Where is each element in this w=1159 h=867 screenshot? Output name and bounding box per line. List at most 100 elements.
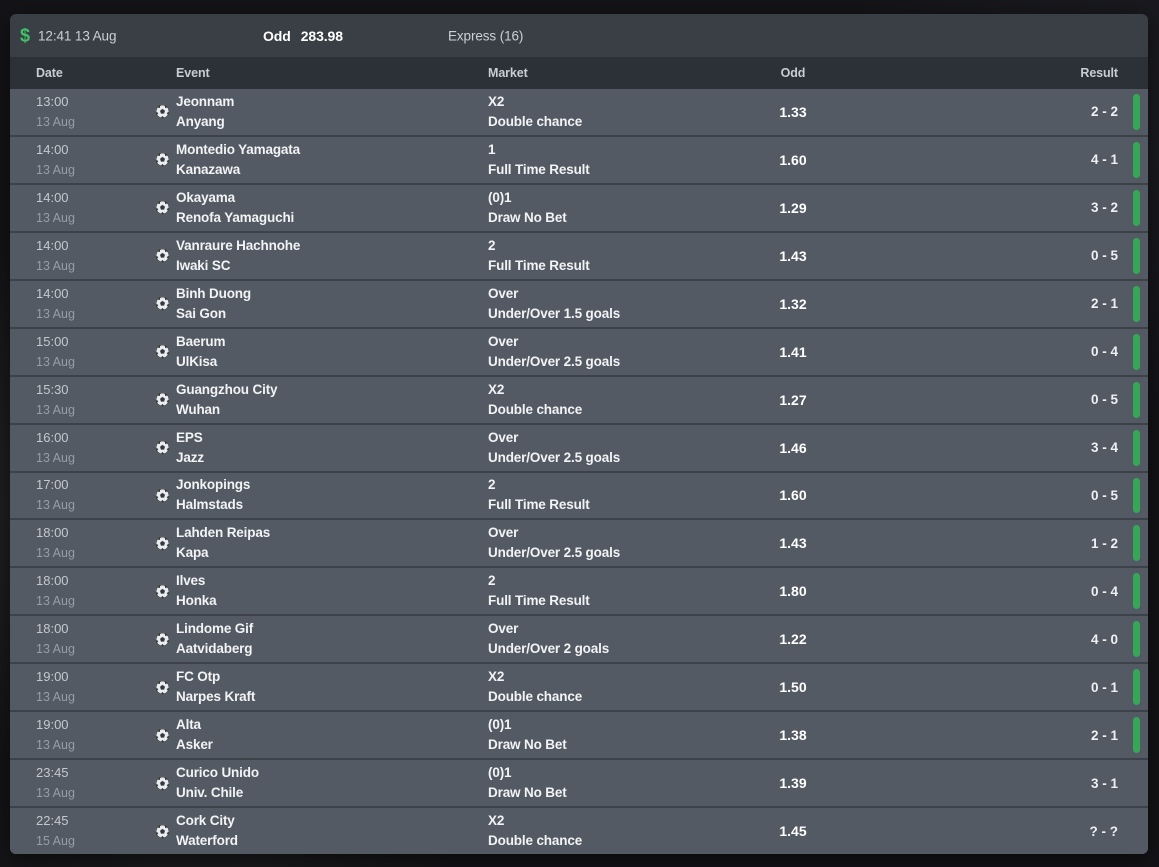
away-team: Univ. Chile [176, 785, 244, 801]
market-name: Double chance [488, 401, 583, 417]
market-cell: Over Under/Over 2.5 goals [488, 332, 703, 372]
soccer-icon [155, 153, 170, 167]
match-date: 13 Aug [36, 306, 75, 321]
market-cell: Over Under/Over 2 goals [488, 619, 703, 659]
result-score: ? - ? [1089, 823, 1119, 839]
match-date: 13 Aug [36, 546, 75, 561]
home-team: Cork City [176, 813, 235, 829]
bet-row[interactable]: 19:00 13 Aug FC Otp Narpes Kraft [10, 662, 1148, 711]
sport-icon-cell [155, 776, 176, 791]
event-cell: Cork City Waterford [176, 811, 488, 851]
home-team: Jeonnam [176, 93, 235, 109]
bet-datetime: 12:41 13 Aug [38, 28, 117, 43]
bet-row[interactable]: 19:00 13 Aug Alta Asker [10, 710, 1148, 759]
away-team: UlKisa [176, 353, 218, 369]
bet-row[interactable]: 18:00 13 Aug Lindome Gif Aatvidaberg [10, 614, 1148, 663]
match-time: 23:45 [36, 765, 69, 781]
market-cell: (0)1 Draw No Bet [488, 715, 703, 755]
soccer-icon [155, 824, 170, 838]
soccer-icon [155, 200, 170, 215]
market-name: Under/Over 1.5 goals [488, 305, 621, 321]
away-team: Jazz [176, 449, 204, 465]
column-header-row: Date Event Market Odd Result [10, 57, 1148, 89]
match-date: 13 Aug [36, 738, 75, 753]
market-name: Full Time Result [488, 161, 590, 177]
market-cell: 1 Full Time Result [488, 140, 703, 180]
bet-row[interactable]: 15:00 13 Aug Baerum UlKisa [10, 326, 1148, 375]
market-name: Draw No Bet [488, 737, 567, 753]
home-team: FC Otp [176, 669, 221, 685]
odd-value: 1.38 [779, 727, 807, 744]
match-time: 15:30 [36, 381, 69, 397]
soccer-icon [155, 632, 170, 647]
topbar: $ 12:41 13 Aug Odd 283.98 Express (16) [10, 14, 1148, 57]
market-name: Double chance [488, 113, 583, 129]
soccer-icon [155, 680, 170, 695]
result-score: 2 - 1 [1090, 727, 1118, 743]
odd-value: 1.80 [779, 583, 807, 600]
pick-value: (0)1 [488, 717, 512, 733]
sport-icon-cell [155, 824, 176, 839]
market-cell: Over Under/Over 2.5 goals [488, 428, 703, 468]
home-team: Binh Duong [176, 285, 251, 301]
result-score: 3 - 4 [1090, 440, 1118, 456]
market-cell: (0)1 Draw No Bet [488, 188, 703, 228]
total-odd: Odd 283.98 [263, 28, 343, 44]
bet-row[interactable]: 15:30 13 Aug Guangzhou City Wuhan [10, 374, 1148, 423]
sport-icon-cell [155, 392, 176, 407]
won-indicator [1133, 381, 1140, 418]
pick-value: Over [488, 525, 519, 541]
date-cell: 18:00 13 Aug [10, 523, 155, 563]
soccer-icon [155, 536, 170, 551]
date-cell: 16:00 13 Aug [10, 428, 155, 468]
home-team: Ilves [176, 573, 206, 589]
market-name: Full Time Result [488, 593, 590, 609]
pick-value: X2 [488, 669, 505, 685]
match-date: 13 Aug [36, 162, 75, 177]
away-team: Sai Gon [176, 305, 226, 321]
col-header-odd: Odd [780, 66, 806, 80]
bet-row[interactable]: 13:00 13 Aug Jeonnam Anyang [10, 89, 1148, 135]
result-score: 1 - 2 [1090, 535, 1118, 551]
won-indicator [1133, 717, 1140, 754]
bet-row[interactable]: 18:00 13 Aug Lahden Reipas Kapa [10, 518, 1148, 567]
rows: 13:00 13 Aug Jeonnam Anyang [10, 89, 1148, 854]
match-time: 16:00 [36, 429, 69, 445]
date-cell: 14:00 13 Aug [10, 236, 155, 276]
date-cell: 19:00 13 Aug [10, 667, 155, 707]
event-cell: EPS Jazz [176, 428, 488, 468]
result-score: 0 - 5 [1090, 248, 1118, 264]
col-header-market: Market [488, 66, 528, 80]
event-cell: Vanraure Hachnohe Iwaki SC [176, 236, 488, 276]
match-date: 13 Aug [36, 210, 75, 225]
bet-row[interactable]: 14:00 13 Aug Okayama Renofa Yamaguchi [10, 182, 1148, 231]
match-date: 13 Aug [36, 402, 75, 417]
bet-row[interactable]: 17:00 13 Aug Jonkopings Halmstads [10, 470, 1148, 519]
bet-row[interactable]: 14:00 13 Aug Montedio Yamagata Kanaza [10, 134, 1148, 183]
pick-value: Over [488, 621, 519, 637]
event-cell: Baerum UlKisa [176, 332, 488, 372]
date-cell: 14:00 13 Aug [10, 284, 155, 324]
odd-value: 1.60 [779, 487, 807, 504]
bet-row[interactable]: 14:00 13 Aug Vanraure Hachnohe Iwaki [10, 230, 1148, 279]
bet-row[interactable]: 23:45 13 Aug Curico Unido Univ. Chile [10, 758, 1148, 807]
soccer-icon [155, 344, 170, 359]
away-team: Waterford [176, 833, 238, 849]
bet-row[interactable]: 18:00 13 Aug Ilves Honka [10, 566, 1148, 615]
won-indicator [1133, 429, 1140, 466]
home-team: Guangzhou City [176, 381, 278, 397]
soccer-icon [155, 728, 170, 743]
won-indicator [1133, 525, 1140, 562]
bet-row[interactable]: 16:00 13 Aug EPS Jazz [10, 422, 1148, 471]
match-date: 13 Aug [36, 786, 75, 801]
event-cell: Guangzhou City Wuhan [176, 380, 488, 420]
away-team: Kapa [176, 545, 209, 561]
won-indicator [1133, 669, 1140, 706]
odd-value: 1.33 [779, 103, 807, 120]
pick-value: 2 [488, 237, 496, 253]
col-header-date: Date [36, 66, 63, 80]
bet-row[interactable]: 22:45 15 Aug Cork City Waterford [10, 806, 1148, 854]
bet-row[interactable]: 14:00 13 Aug Binh Duong Sai Gon [10, 278, 1148, 327]
match-time: 18:00 [36, 621, 69, 637]
match-date: 13 Aug [36, 690, 75, 705]
